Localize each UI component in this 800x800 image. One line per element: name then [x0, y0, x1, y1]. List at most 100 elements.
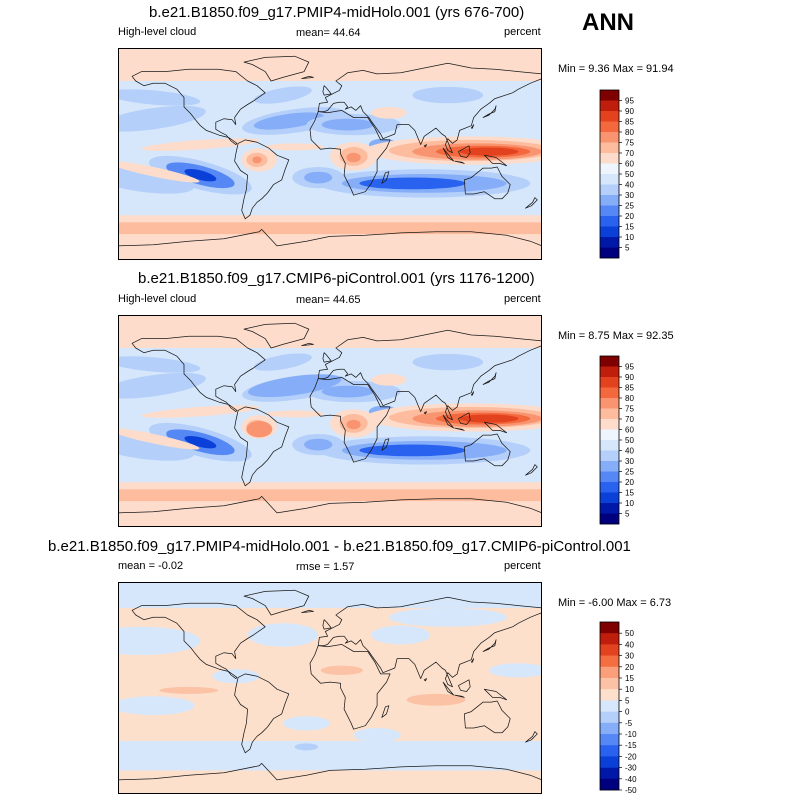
coastline [483, 421, 508, 434]
cbar2-label: 5 [625, 510, 630, 519]
panel1-minmax: Min = 9.36 Max = 91.94 [558, 63, 674, 75]
cbar3-label: -40 [625, 775, 637, 784]
coastlines [118, 322, 542, 527]
cbar3-label: 30 [625, 652, 634, 661]
cloud-field [118, 696, 195, 716]
panel1-variable: High-level cloud [118, 26, 197, 38]
cloud-field [282, 716, 330, 731]
coastline [525, 197, 538, 209]
panel1-mean: mean= 44.64 [296, 27, 361, 39]
cbar2-label: 60 [625, 426, 634, 435]
cbar3-swatch [600, 745, 619, 757]
cloud-field [359, 177, 466, 190]
cloud-field [118, 427, 200, 450]
cbar3-label: -30 [625, 764, 637, 773]
cloud-band [118, 582, 542, 608]
cbar3-swatch [600, 700, 619, 712]
coastline [458, 145, 471, 158]
cbar2-swatch [600, 398, 619, 409]
coastline [470, 658, 475, 663]
panel2-title: b.e21.B1850.f09_g17.CMIP6-piControl.001 … [138, 270, 535, 287]
cloud-field [118, 160, 200, 183]
cbar1-label: 80 [625, 128, 634, 137]
cloud-field [253, 112, 324, 130]
cbar3-swatch [600, 689, 619, 701]
cloud-field [184, 168, 217, 182]
coastline [234, 406, 290, 487]
coastline [482, 372, 497, 385]
cloud-field [118, 105, 206, 132]
cloud-band [118, 315, 542, 348]
cbar1-swatch [600, 226, 619, 238]
cbar1-swatch [600, 153, 619, 164]
cbar3-swatch [600, 778, 619, 791]
cloud-field [265, 143, 325, 151]
coastline [322, 352, 332, 363]
coastline [482, 639, 497, 652]
coastline [301, 609, 314, 613]
panel3-rmse: rmse = 1.57 [296, 561, 355, 573]
coastline [317, 596, 542, 688]
cbar1-label: 95 [625, 97, 634, 106]
cbar2-swatch [600, 387, 619, 399]
coastline [322, 619, 332, 630]
coastline [309, 110, 391, 196]
coastline [301, 75, 314, 79]
coastline [234, 673, 290, 754]
cbar3-label: 5 [625, 696, 630, 705]
cbar3-swatch [600, 644, 619, 656]
cbar3-swatch [600, 655, 619, 668]
cloud-field [388, 607, 507, 627]
cbar3-swatch [600, 711, 619, 724]
coastline [482, 105, 497, 118]
cloud-field [141, 138, 260, 151]
cbar1-swatch [600, 247, 619, 259]
cloud-band [118, 741, 542, 771]
panel3-map [118, 582, 542, 794]
cbar1-label: 75 [625, 139, 634, 148]
cbar3-swatch [600, 767, 619, 780]
cbar3-label: -50 [625, 786, 637, 795]
cbar2-swatch [600, 408, 619, 420]
cloud-field [118, 626, 201, 655]
cbar2-label: 50 [625, 436, 634, 445]
cbar3-label: 10 [625, 685, 634, 694]
cbar1-swatch [600, 216, 619, 227]
cbar2-swatch [600, 471, 619, 483]
coastline [483, 688, 508, 701]
cbar2-label: 70 [625, 415, 634, 424]
coastline [131, 602, 266, 679]
map-frame [118, 315, 542, 527]
cbar2-label: 15 [625, 489, 634, 498]
coastline [309, 377, 391, 463]
coastline [442, 147, 455, 162]
panel3-units: percent [504, 560, 541, 572]
cbar3-label: -20 [625, 752, 637, 761]
cloud-band [118, 489, 542, 502]
cbar1-swatch [600, 205, 619, 217]
cbar3-label: 15 [625, 674, 634, 683]
cbar2-label: 40 [625, 447, 634, 456]
cbar1-swatch [600, 90, 619, 101]
cloud-field [246, 421, 273, 438]
cbar2-swatch [600, 419, 619, 430]
cbar1-label: 5 [625, 244, 630, 253]
cbar2-label: 10 [625, 499, 634, 508]
cloud-field [118, 166, 195, 194]
cbar3-swatch [600, 734, 619, 746]
cloud-band [118, 482, 542, 527]
cloud-field [412, 86, 484, 104]
coastline [470, 124, 475, 129]
cloud-field [321, 118, 374, 131]
coastline [525, 731, 538, 743]
cbar2-label: 20 [625, 478, 634, 487]
coastline [423, 678, 427, 682]
coastline [454, 160, 465, 164]
panel3-mean: mean = -0.02 [118, 560, 184, 572]
cbar1-label: 20 [625, 212, 634, 221]
cbar1-label: 10 [625, 233, 634, 242]
coastlines [118, 589, 542, 794]
cbar2-swatch [600, 461, 619, 472]
coastline [381, 438, 390, 451]
